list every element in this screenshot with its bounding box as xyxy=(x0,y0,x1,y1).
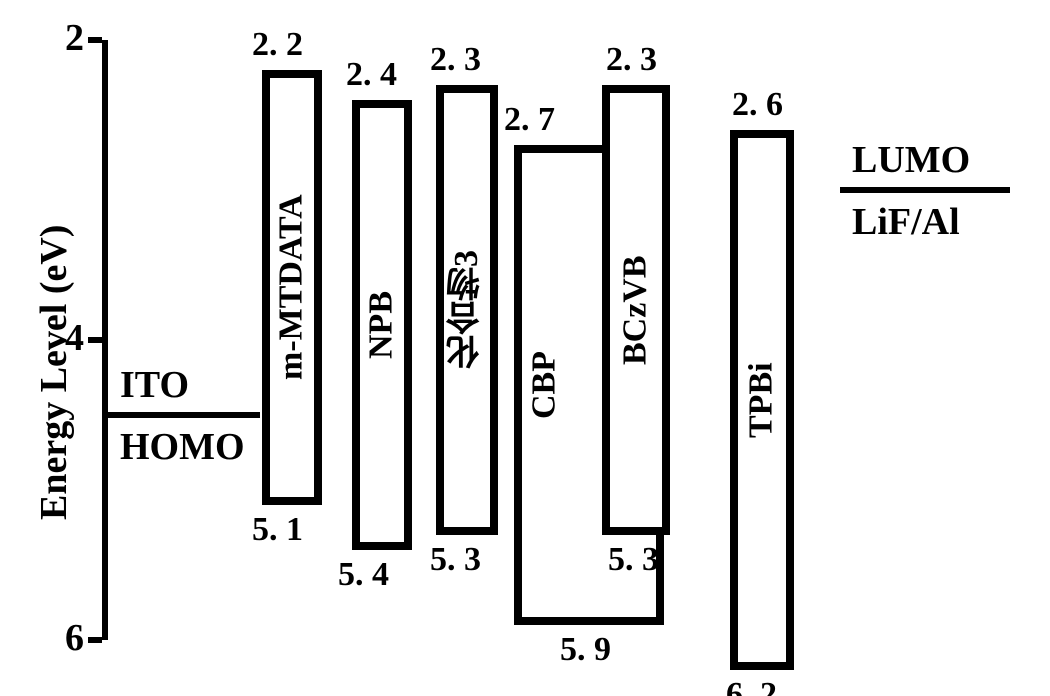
homo-value: 5. 4 xyxy=(338,556,389,594)
lumo-value: 2. 6 xyxy=(732,86,783,124)
homo-value: 5. 3 xyxy=(608,541,659,579)
material-bar-label: TPBi xyxy=(743,144,780,656)
y-axis-line xyxy=(102,40,108,640)
homo-value: 5. 9 xyxy=(560,631,611,669)
homo-value: 5. 1 xyxy=(252,511,303,549)
left-electrode-line xyxy=(108,412,260,418)
lumo-value: 2. 2 xyxy=(252,26,303,64)
material-bar-label: BCzVB xyxy=(617,99,654,521)
material-bar-label: 化合物3 xyxy=(448,99,485,521)
energy-level-diagram: Energy Level (eV) 2 4 6 ITO HOMO LUMO LiF/Al… xyxy=(0,0,1050,696)
y-tick-label: 4 xyxy=(58,316,84,360)
material-bar-label: NPB xyxy=(363,114,400,536)
left-electrode-top-label: ITO xyxy=(120,363,189,407)
lumo-value: 2. 7 xyxy=(504,101,555,139)
y-tick-mark xyxy=(88,37,102,43)
homo-value: 6. 2 xyxy=(726,676,777,696)
material-bar-label: CBP xyxy=(526,159,563,611)
lumo-value: 2. 3 xyxy=(606,41,657,79)
y-tick-label: 6 xyxy=(58,616,84,660)
right-electrode-top-label: LUMO xyxy=(852,138,970,182)
left-electrode-bottom-label: HOMO xyxy=(120,425,245,469)
material-bar-label: m-MTDATA xyxy=(273,84,310,491)
y-tick-mark xyxy=(88,337,102,343)
y-axis-title: Energy Level (eV) xyxy=(32,225,76,520)
lumo-value: 2. 3 xyxy=(430,41,481,79)
y-tick-label: 2 xyxy=(58,16,84,60)
lumo-value: 2. 4 xyxy=(346,56,397,94)
right-electrode-bottom-label: LiF/Al xyxy=(852,200,960,244)
right-electrode-line xyxy=(840,187,1010,193)
y-tick-mark xyxy=(88,637,102,643)
homo-value: 5. 3 xyxy=(430,541,481,579)
